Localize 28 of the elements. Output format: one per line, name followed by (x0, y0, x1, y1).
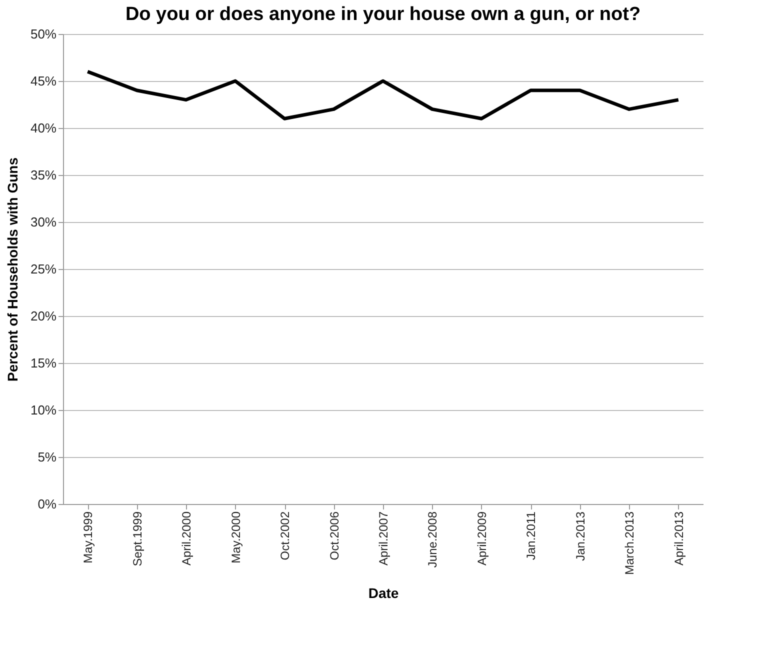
y-axis-title: Percent of Households with Guns (4, 157, 20, 382)
x-axis-title: Date (368, 584, 399, 601)
x-tick-label: Jan.2013 (573, 511, 588, 561)
y-tick-label: 35% (30, 168, 57, 182)
x-tick-label: April.2013 (672, 511, 686, 566)
x-tick-label: March.2013 (622, 511, 637, 575)
y-tick-label: 15% (30, 356, 57, 370)
x-tick-label: April.2007 (376, 511, 390, 566)
y-tick-label: 40% (30, 120, 57, 136)
x-tick-label: April.2000 (180, 511, 194, 566)
x-tick-label: Oct.2002 (278, 511, 292, 560)
x-tick-label: Oct.2006 (327, 511, 342, 560)
x-tick-label: April.2009 (474, 511, 489, 566)
y-tick-label: 20% (30, 308, 57, 324)
x-tick-label: Sept.1999 (130, 511, 144, 566)
y-tick-label: 25% (30, 262, 57, 276)
chart-title: Do you or does anyone in your house own a gun, or not? (125, 4, 641, 25)
x-tick-label: May.1999 (81, 511, 96, 564)
y-tick-label: 45% (30, 74, 57, 88)
x-tick-label: June.2008 (426, 511, 440, 568)
y-tick-label: 0% (38, 496, 57, 512)
line-series (86, 70, 680, 120)
y-tick-label: 5% (38, 450, 57, 464)
y-tick-label: 10% (30, 402, 57, 418)
y-tick-label: 50% (30, 26, 57, 42)
y-tick-label: 30% (30, 214, 57, 230)
x-tick-label: Jan.2011 (524, 511, 538, 560)
x-tick-label: May.2000 (228, 511, 243, 564)
